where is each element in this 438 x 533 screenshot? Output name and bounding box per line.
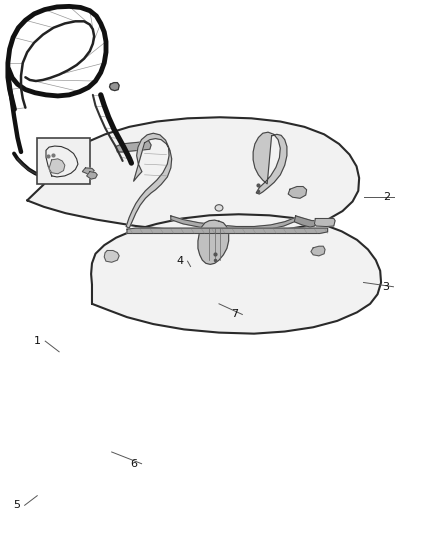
Polygon shape <box>126 133 172 228</box>
Polygon shape <box>198 220 229 264</box>
Polygon shape <box>110 83 119 91</box>
Polygon shape <box>288 187 307 198</box>
Polygon shape <box>87 172 97 179</box>
Polygon shape <box>91 214 381 334</box>
Polygon shape <box>294 216 315 227</box>
Text: 2: 2 <box>383 192 390 202</box>
Text: 7: 7 <box>231 310 238 319</box>
Polygon shape <box>253 132 287 194</box>
Polygon shape <box>27 117 359 232</box>
Polygon shape <box>171 216 296 230</box>
Polygon shape <box>116 141 151 152</box>
Polygon shape <box>49 159 65 174</box>
Polygon shape <box>314 219 335 227</box>
Text: 3: 3 <box>382 282 389 292</box>
Bar <box>37 138 90 184</box>
Polygon shape <box>104 251 119 262</box>
Text: 5: 5 <box>13 500 20 510</box>
Polygon shape <box>311 246 325 256</box>
Polygon shape <box>127 228 328 233</box>
Text: 4: 4 <box>176 256 183 266</box>
Polygon shape <box>82 168 94 174</box>
Polygon shape <box>46 146 78 177</box>
Ellipse shape <box>215 205 223 211</box>
Text: 1: 1 <box>34 336 41 346</box>
Text: 6: 6 <box>130 459 137 469</box>
